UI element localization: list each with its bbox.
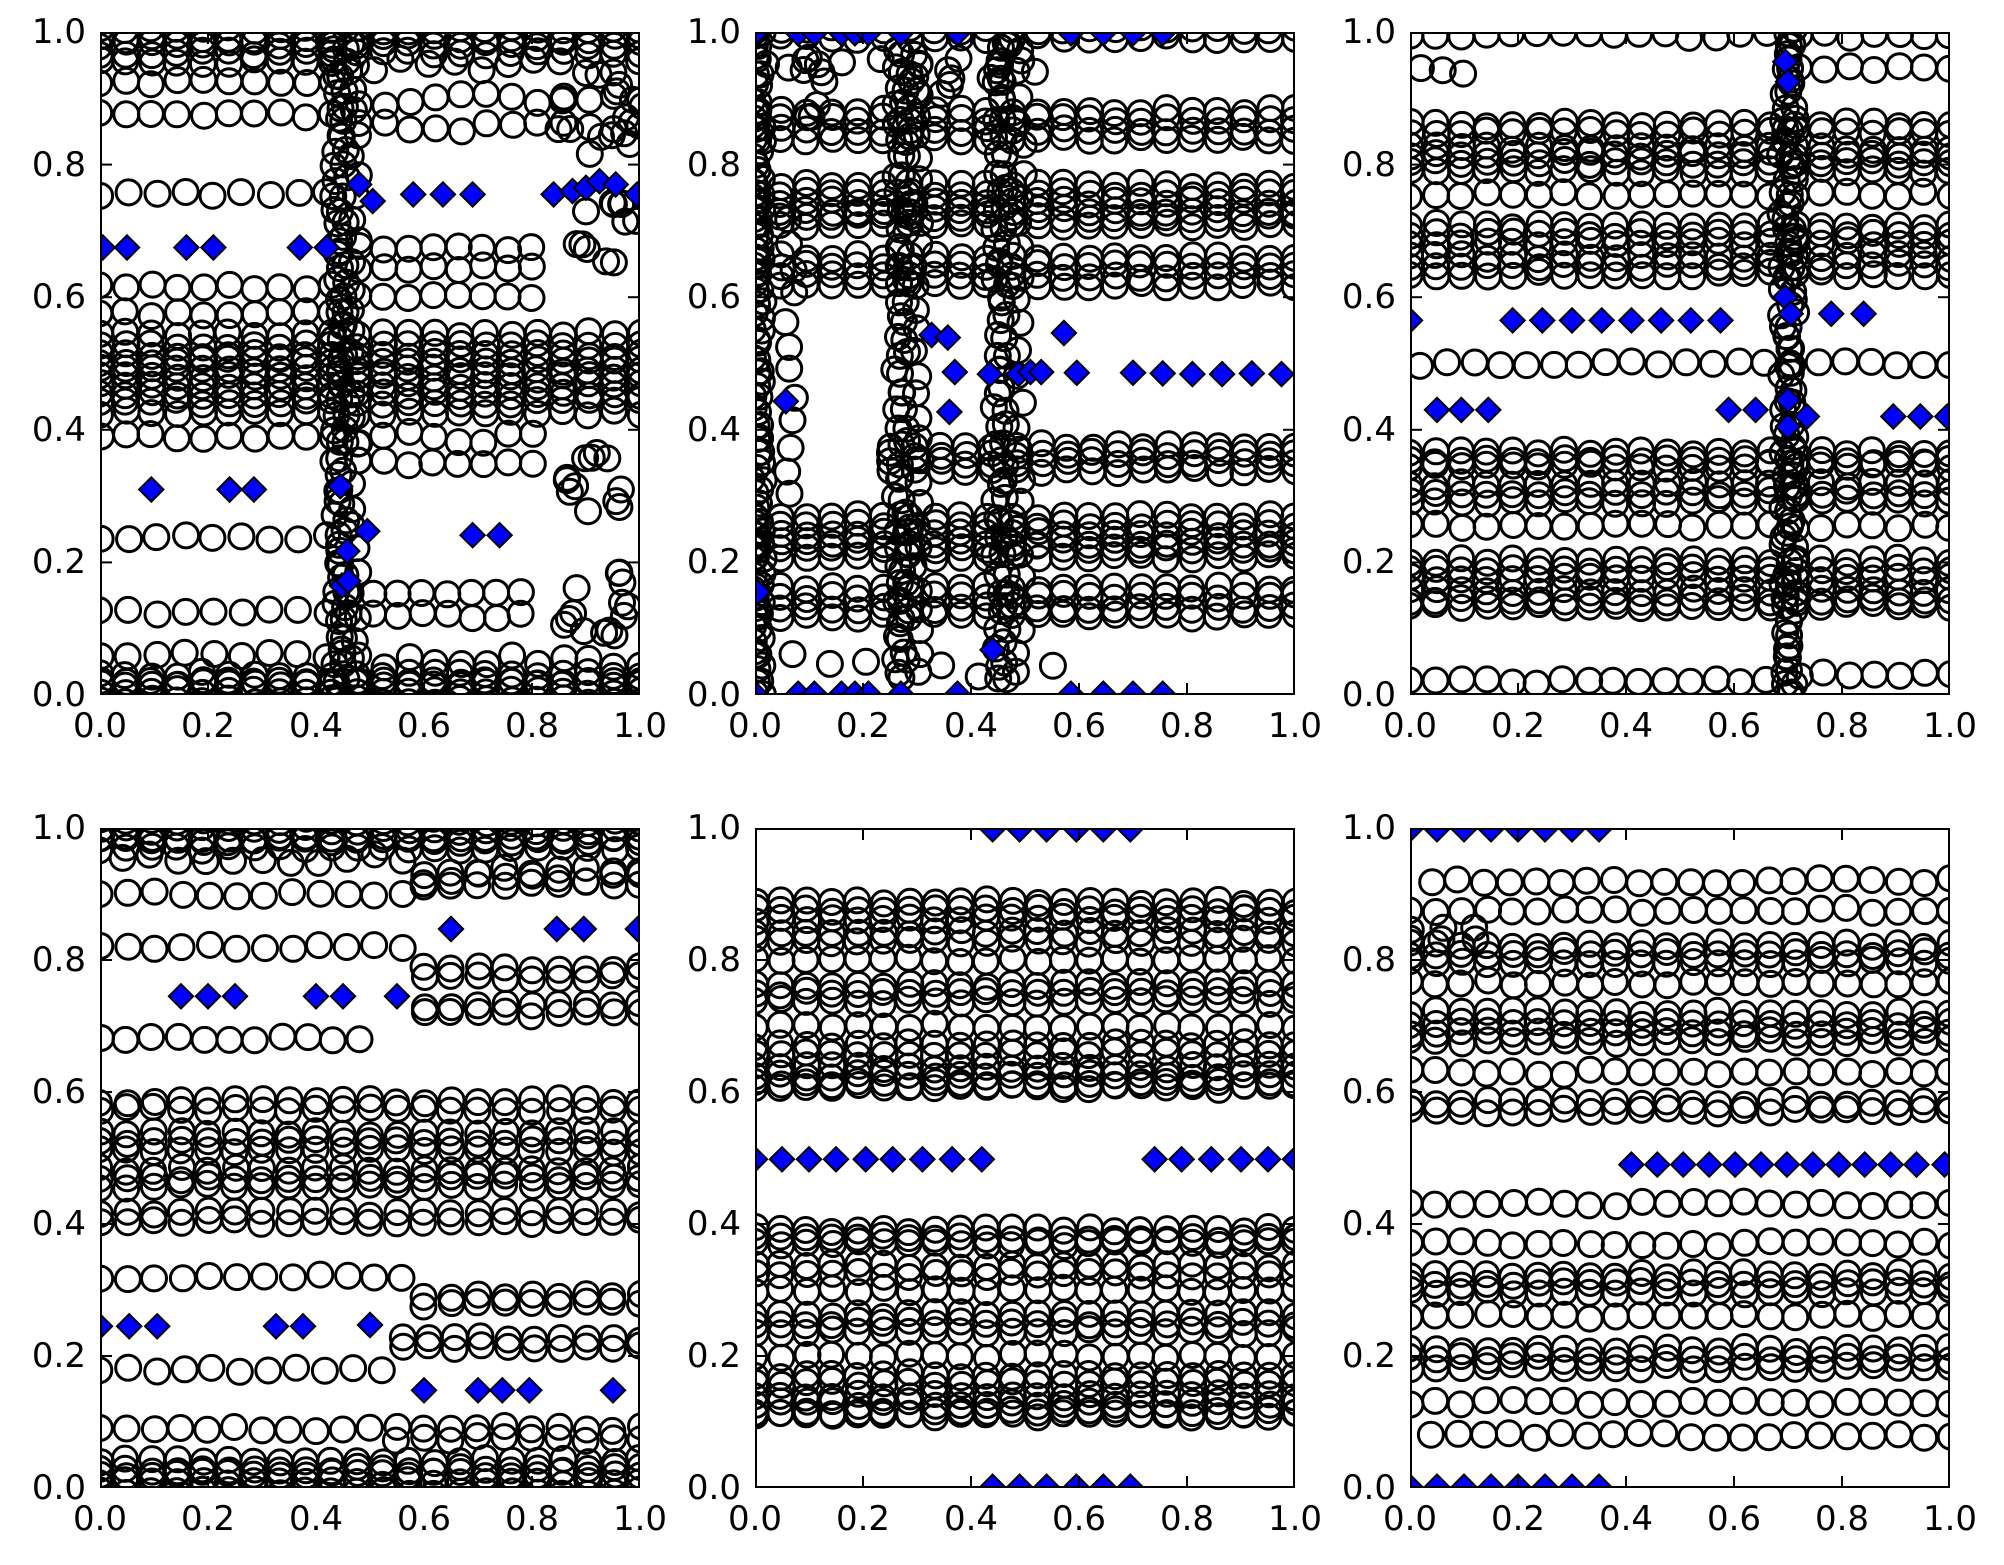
y-tick-label: 0.6 — [686, 277, 741, 318]
axes-frame — [100, 828, 640, 1488]
circle-series — [100, 828, 640, 1488]
x-tick-label: 0.2 — [835, 706, 891, 746]
y-tick-label: 0.4 — [686, 409, 741, 450]
y-tick-label: 0.2 — [686, 1336, 741, 1376]
x-tick-label: 0.6 — [1706, 1499, 1762, 1539]
y-tick-label: 0.0 — [1341, 1468, 1396, 1508]
axes-frame — [1410, 32, 1950, 695]
axes-frame — [100, 32, 640, 695]
y-tick-label: 1.0 — [686, 808, 741, 848]
diamond-series — [100, 167, 640, 600]
x-tick-label: 0.4 — [288, 706, 344, 746]
y-tick-label: 0.8 — [31, 940, 86, 980]
y-tick-label: 0.8 — [686, 144, 741, 185]
x-tick-label: 1.0 — [1267, 706, 1323, 746]
y-tick-label: 0.4 — [1341, 409, 1396, 450]
diamond-series — [1410, 828, 1950, 1488]
subplot-top-middle — [755, 32, 1295, 695]
circle-series — [755, 32, 1295, 695]
y-tick-label: 0.2 — [1341, 1336, 1396, 1376]
y-tick-label: 0.8 — [31, 144, 86, 185]
y-tick-label: 0.0 — [686, 1468, 741, 1508]
y-tick-label: 0.0 — [686, 675, 741, 715]
circle-series — [1410, 32, 1950, 695]
y-tick-label: 1.0 — [1341, 12, 1396, 52]
y-tick-label: 1.0 — [31, 12, 86, 52]
x-tick-label: 0.2 — [180, 706, 236, 746]
x-tick-label: 0.8 — [504, 706, 560, 746]
y-tick-label: 0.8 — [1341, 940, 1396, 980]
x-tick-label: 0.0 — [727, 1499, 783, 1539]
axes-frame — [755, 828, 1295, 1488]
x-tick-label: 0.0 — [1382, 1499, 1438, 1539]
y-tick-label: 1.0 — [686, 12, 741, 52]
x-tick-label: 0.0 — [1382, 706, 1438, 746]
x-tick-label: 0.2 — [835, 1499, 891, 1539]
subplot-bottom-left — [100, 828, 640, 1488]
x-tick-label: 1.0 — [1922, 1499, 1978, 1539]
y-tick-label: 0.8 — [1341, 144, 1396, 185]
y-tick-label: 1.0 — [31, 808, 86, 848]
subplot-bottom-middle — [755, 828, 1295, 1488]
circle-series — [100, 32, 640, 695]
y-tick-label: 0.6 — [686, 1072, 741, 1112]
subplot-top-left — [100, 32, 640, 695]
axes-frame — [755, 32, 1295, 695]
x-tick-label: 1.0 — [1922, 706, 1978, 746]
y-tick-label: 0.6 — [31, 277, 86, 318]
y-tick-label: 0.0 — [31, 1468, 86, 1508]
x-tick-label: 0.0 — [727, 706, 783, 746]
y-tick-label: 0.8 — [686, 940, 741, 980]
y-tick-label: 0.6 — [1341, 277, 1396, 318]
x-tick-label: 0.2 — [1490, 1499, 1546, 1539]
x-tick-label: 0.4 — [943, 706, 999, 746]
x-tick-label: 0.6 — [396, 1499, 452, 1539]
y-tick-label: 1.0 — [1341, 808, 1396, 848]
x-tick-label: 1.0 — [612, 1499, 668, 1539]
x-tick-label: 0.8 — [1814, 706, 1870, 746]
x-tick-label: 0.2 — [1490, 706, 1546, 746]
diamond-series — [1410, 48, 1950, 441]
x-tick-label: 0.6 — [1051, 1499, 1107, 1539]
diamond-series — [100, 915, 640, 1404]
x-tick-label: 0.8 — [504, 1499, 560, 1539]
x-tick-label: 0.2 — [180, 1499, 236, 1539]
y-tick-label: 0.2 — [686, 542, 741, 583]
circle-series — [1410, 864, 1950, 1452]
x-tick-label: 0.0 — [72, 1499, 128, 1539]
subplot-top-right — [1410, 32, 1950, 695]
y-tick-label: 0.0 — [31, 675, 86, 715]
y-tick-label: 0.4 — [31, 409, 86, 450]
axes-frame — [1410, 828, 1950, 1488]
x-tick-label: 0.8 — [1814, 1499, 1870, 1539]
y-tick-label: 0.6 — [1341, 1072, 1396, 1112]
x-tick-label: 0.0 — [72, 706, 128, 746]
y-tick-label: 0.2 — [31, 542, 86, 583]
x-tick-label: 1.0 — [1267, 1499, 1323, 1539]
x-tick-label: 0.6 — [1706, 706, 1762, 746]
x-tick-label: 0.6 — [396, 706, 452, 746]
x-tick-label: 0.4 — [288, 1499, 344, 1539]
y-tick-label: 0.6 — [31, 1072, 86, 1112]
x-tick-label: 0.8 — [1159, 1499, 1215, 1539]
x-tick-label: 0.4 — [1598, 706, 1654, 746]
subplot-bottom-right — [1410, 828, 1950, 1488]
x-tick-label: 0.4 — [1598, 1499, 1654, 1539]
x-tick-label: 0.8 — [1159, 706, 1215, 746]
y-tick-label: 0.4 — [1341, 1204, 1396, 1244]
x-tick-label: 0.6 — [1051, 706, 1107, 746]
y-tick-label: 0.0 — [1341, 675, 1396, 715]
y-tick-label: 0.4 — [686, 1204, 741, 1244]
x-tick-label: 1.0 — [612, 706, 668, 746]
x-tick-label: 0.4 — [943, 1499, 999, 1539]
y-tick-label: 0.2 — [1341, 542, 1396, 583]
y-tick-label: 0.4 — [31, 1204, 86, 1244]
y-tick-label: 0.2 — [31, 1336, 86, 1376]
